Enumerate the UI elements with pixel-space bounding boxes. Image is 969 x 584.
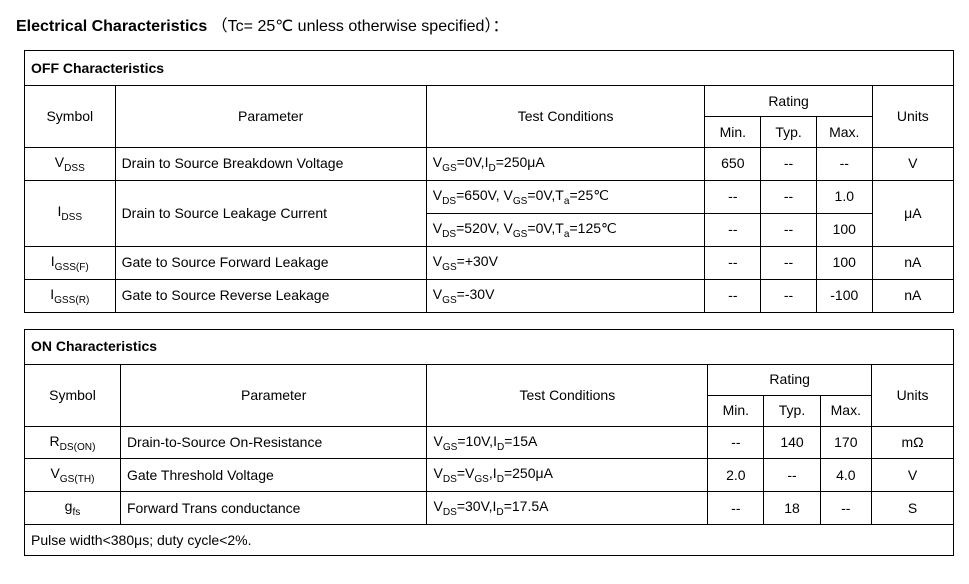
header-parameter: Parameter <box>120 364 427 426</box>
min-cell: -- <box>708 492 764 525</box>
header-typ: Typ. <box>764 395 820 426</box>
conditions-cell: VDS=VGS,ID=250μA <box>427 459 708 492</box>
max-cell: 100 <box>816 213 872 246</box>
header-min: Min. <box>708 395 764 426</box>
footnote-cell: Pulse width<380μs; duty cycle<2%. <box>25 525 954 556</box>
symbol-cell: gfs <box>25 492 121 525</box>
min-cell: -- <box>705 180 761 213</box>
typ-cell: -- <box>761 213 817 246</box>
max-cell: 100 <box>816 246 872 279</box>
section-title: ON Characteristics <box>25 329 954 364</box>
units-cell: nA <box>872 279 953 312</box>
header-min: Min. <box>705 117 761 148</box>
header-symbol: Symbol <box>25 86 116 148</box>
table-row: IDSS Drain to Source Leakage Current VDS… <box>25 180 954 213</box>
title-main: Electrical Characteristics <box>16 18 207 35</box>
off-characteristics-table: OFF Characteristics Symbol Parameter Tes… <box>24 50 954 313</box>
max-cell: 170 <box>820 426 871 459</box>
table-row: IGSS(F) Gate to Source Forward Leakage V… <box>25 246 954 279</box>
typ-cell: 18 <box>764 492 820 525</box>
parameter-cell: Drain to Source Leakage Current <box>115 180 426 246</box>
min-cell: -- <box>705 279 761 312</box>
typ-cell: -- <box>761 279 817 312</box>
max-cell: -- <box>820 492 871 525</box>
units-cell: nA <box>872 246 953 279</box>
max-cell: -100 <box>816 279 872 312</box>
min-cell: 650 <box>705 148 761 181</box>
conditions-cell: VDS=520V, VGS=0V,Ta=125℃ <box>426 213 705 246</box>
header-typ: Typ. <box>761 117 817 148</box>
header-conditions: Test Conditions <box>426 86 705 148</box>
header-symbol: Symbol <box>25 364 121 426</box>
conditions-cell: VDS=650V, VGS=0V,Ta=25℃ <box>426 180 705 213</box>
conditions-cell: VDS=30V,ID=17.5A <box>427 492 708 525</box>
conditions-cell: VGS=10V,ID=15A <box>427 426 708 459</box>
header-units: Units <box>872 364 954 426</box>
units-cell: V <box>872 148 953 181</box>
min-cell: -- <box>705 213 761 246</box>
table-row: VGS(TH) Gate Threshold Voltage VDS=VGS,I… <box>25 459 954 492</box>
symbol-cell: IDSS <box>25 180 116 246</box>
max-cell: 4.0 <box>820 459 871 492</box>
min-cell: -- <box>705 246 761 279</box>
header-parameter: Parameter <box>115 86 426 148</box>
header-max: Max. <box>820 395 871 426</box>
on-characteristics-table: ON Characteristics Symbol Parameter Test… <box>24 329 954 557</box>
parameter-cell: Forward Trans conductance <box>120 492 427 525</box>
units-cell: μA <box>872 180 953 246</box>
conditions-cell: VGS=+30V <box>426 246 705 279</box>
table-row: VDSS Drain to Source Breakdown Voltage V… <box>25 148 954 181</box>
symbol-cell: VDSS <box>25 148 116 181</box>
parameter-cell: Drain-to-Source On-Resistance <box>120 426 427 459</box>
title-suffix: （Tc= 25℃ unless otherwise specified）： <box>212 18 509 35</box>
typ-cell: -- <box>764 459 820 492</box>
table-row: IGSS(R) Gate to Source Reverse Leakage V… <box>25 279 954 312</box>
parameter-cell: Gate to Source Reverse Leakage <box>115 279 426 312</box>
parameter-cell: Gate to Source Forward Leakage <box>115 246 426 279</box>
typ-cell: -- <box>761 148 817 181</box>
symbol-cell: RDS(ON) <box>25 426 121 459</box>
min-cell: -- <box>708 426 764 459</box>
units-cell: S <box>872 492 954 525</box>
units-cell: V <box>872 459 954 492</box>
table-row: gfs Forward Trans conductance VDS=30V,ID… <box>25 492 954 525</box>
header-units: Units <box>872 86 953 148</box>
page-title: Electrical Characteristics （Tc= 25℃ unle… <box>16 12 957 36</box>
symbol-cell: IGSS(F) <box>25 246 116 279</box>
table-row: Pulse width<380μs; duty cycle<2%. <box>25 525 954 556</box>
typ-cell: -- <box>761 180 817 213</box>
table-row: RDS(ON) Drain-to-Source On-Resistance VG… <box>25 426 954 459</box>
units-cell: mΩ <box>872 426 954 459</box>
header-rating: Rating <box>705 86 872 117</box>
max-cell: -- <box>816 148 872 181</box>
max-cell: 1.0 <box>816 180 872 213</box>
header-rating: Rating <box>708 364 872 395</box>
section-title: OFF Characteristics <box>25 51 954 86</box>
min-cell: 2.0 <box>708 459 764 492</box>
conditions-cell: VGS=0V,ID=250μA <box>426 148 705 181</box>
parameter-cell: Drain to Source Breakdown Voltage <box>115 148 426 181</box>
header-conditions: Test Conditions <box>427 364 708 426</box>
symbol-cell: VGS(TH) <box>25 459 121 492</box>
conditions-cell: VGS=-30V <box>426 279 705 312</box>
typ-cell: -- <box>761 246 817 279</box>
header-max: Max. <box>816 117 872 148</box>
parameter-cell: Gate Threshold Voltage <box>120 459 427 492</box>
typ-cell: 140 <box>764 426 820 459</box>
symbol-cell: IGSS(R) <box>25 279 116 312</box>
